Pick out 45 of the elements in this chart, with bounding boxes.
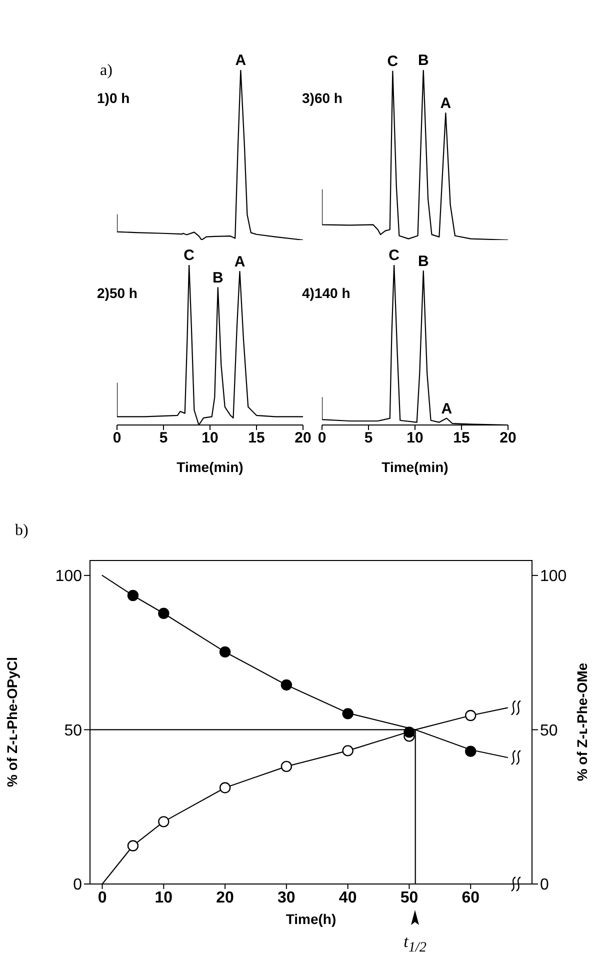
x-tick-label: 15: [248, 430, 265, 447]
annotation: A: [234, 253, 246, 270]
y2-axis-title: % of Z-ʟ-Phe-OMe: [574, 662, 590, 782]
y-axis-title: % of Z-ʟ-Phe-OPyCl: [4, 657, 20, 787]
annotation: C: [388, 247, 400, 264]
x-tick-label: 40: [338, 889, 357, 906]
y-tick-label: 50: [64, 722, 82, 740]
annotation: 1)0 h: [97, 90, 130, 106]
x-tick-label: 20: [294, 430, 312, 447]
annotation: B: [418, 252, 429, 270]
x-tick-label: 15: [453, 430, 470, 447]
annotation: B: [212, 270, 224, 287]
annotation: A: [235, 52, 246, 69]
annotation: 2)50 h: [97, 285, 138, 301]
annotation: C: [387, 53, 398, 70]
annotation: 3)60 h: [302, 90, 342, 106]
annotation: C: [184, 247, 195, 264]
y-tick-label: 0: [73, 876, 82, 894]
x-axis-title: Time(min): [176, 459, 244, 475]
x-tick-label: 10: [154, 889, 173, 906]
x-tick-label: 60: [462, 889, 480, 906]
annotation: A: [441, 400, 452, 418]
y2-tick-label: 100: [540, 568, 567, 586]
x-axis-title: Time(min): [382, 459, 448, 475]
x-axis-title: Time(h): [286, 911, 336, 927]
y2-tick-label: 0: [540, 876, 549, 894]
chart-title: b): [15, 522, 28, 540]
x-tick-label: 5: [364, 430, 373, 447]
annotation: 4)140 h: [302, 285, 350, 301]
x-tick-label: 20: [216, 889, 234, 906]
y2-tick-label: 50: [540, 722, 558, 740]
y-tick-label: 100: [55, 568, 82, 586]
x-tick-label: 30: [278, 889, 296, 906]
x-tick-label: 5: [159, 430, 168, 447]
x-tick-label: 10: [202, 430, 218, 447]
annotation: B: [418, 52, 429, 69]
x-tick-label: 0: [112, 430, 122, 447]
x-tick-label: 50: [400, 889, 418, 906]
x-tick-label: 0: [318, 430, 326, 447]
text: t$_{1/2}$: [402, 932, 428, 956]
x-tick-label: 10: [406, 430, 424, 447]
x-tick-label: 0: [98, 889, 107, 906]
annotation: A: [440, 95, 452, 112]
chart-title: a): [100, 62, 112, 80]
x-tick-label: 20: [500, 430, 516, 447]
